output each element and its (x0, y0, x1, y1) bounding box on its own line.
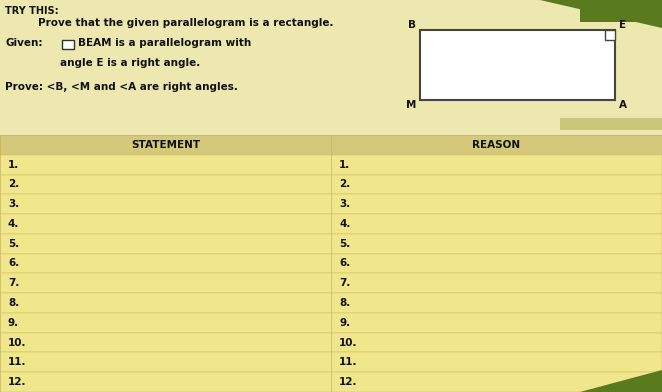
Text: 8.: 8. (339, 298, 350, 308)
Text: 1.: 1. (8, 160, 19, 170)
Bar (0, 333, 662, 352)
Text: STATEMENT: STATEMENT (131, 140, 200, 150)
Text: 9.: 9. (8, 318, 19, 328)
Text: B: B (408, 20, 416, 30)
Text: TRY THIS:: TRY THIS: (5, 6, 59, 16)
Text: 6.: 6. (339, 258, 350, 269)
Bar (0, 214, 662, 234)
Text: 4.: 4. (8, 219, 19, 229)
Text: 2.: 2. (339, 180, 350, 189)
Bar (600, 370, 662, 392)
Text: 7.: 7. (339, 278, 350, 288)
Text: E: E (619, 20, 626, 30)
Text: 8.: 8. (8, 298, 19, 308)
Text: 5.: 5. (8, 239, 19, 249)
Bar (0, 174, 662, 194)
Bar (580, 0, 662, 22)
Text: M: M (406, 100, 416, 110)
Bar (560, 118, 662, 130)
Text: 11.: 11. (8, 358, 26, 367)
Text: BEAM is a parallelogram with: BEAM is a parallelogram with (78, 38, 252, 48)
Text: 4.: 4. (339, 219, 350, 229)
Bar (0, 234, 662, 254)
Bar (0, 293, 662, 313)
Polygon shape (560, 118, 662, 130)
Bar (0, 254, 662, 273)
Text: 5.: 5. (339, 239, 350, 249)
Bar (0, 372, 662, 392)
Text: 3.: 3. (339, 199, 350, 209)
Text: 10.: 10. (8, 338, 26, 348)
Text: 10.: 10. (339, 338, 357, 348)
Bar (0, 194, 662, 214)
Bar (0, 352, 662, 372)
Text: Prove: <B, <M and <A are right angles.: Prove: <B, <M and <A are right angles. (5, 82, 238, 92)
Text: Prove that the given parallelogram is a rectangle.: Prove that the given parallelogram is a … (38, 18, 334, 28)
Text: 7.: 7. (8, 278, 19, 288)
Text: angle E is a right angle.: angle E is a right angle. (60, 58, 200, 68)
Text: 1.: 1. (339, 160, 350, 170)
Text: 3.: 3. (8, 199, 19, 209)
Bar (0, 273, 662, 293)
Text: 6.: 6. (8, 258, 19, 269)
Text: 12.: 12. (8, 377, 26, 387)
Text: 11.: 11. (339, 358, 357, 367)
Text: A: A (619, 100, 627, 110)
Text: 12.: 12. (339, 377, 357, 387)
Polygon shape (580, 370, 662, 392)
Bar (0, 155, 662, 174)
Bar (0, 313, 662, 333)
Text: Given:: Given: (5, 38, 42, 48)
Bar (420, 30, 615, 100)
Text: REASON: REASON (473, 140, 520, 150)
Text: 9.: 9. (339, 318, 350, 328)
Bar (0, 135, 662, 155)
Polygon shape (540, 0, 662, 28)
Text: 2.: 2. (8, 180, 19, 189)
Bar (605, 30, 615, 40)
Bar (62, 40, 74, 49)
Bar (0, 135, 662, 392)
